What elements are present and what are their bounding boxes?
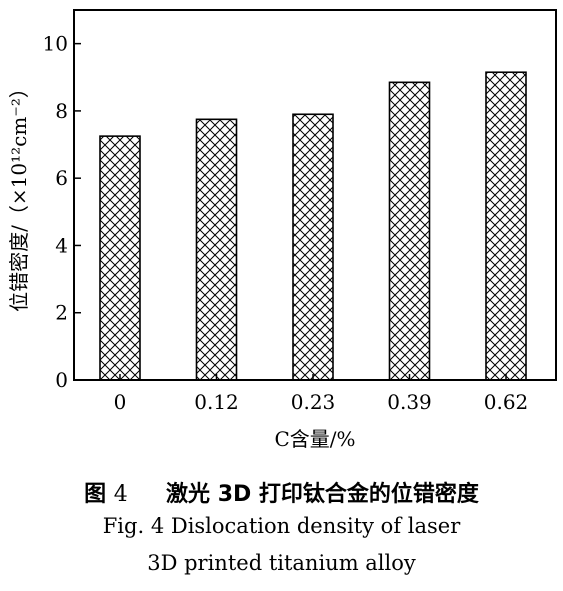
caption-cn-title: 激光 3D 打印钛合金的位错密度 [166,482,479,507]
x-tick-label: 0 [114,390,127,414]
y-axis-label: 位错密度/（×10¹²cm⁻²） [7,78,31,312]
x-axis: 0 0.12 0.23 0.39 0.62 [114,374,529,414]
y-tick-label: 0 [55,368,68,392]
bar-1 [195,118,238,381]
bar-chart: 0 2 4 6 8 10 0 0.12 0.23 0.39 0.62 位错密度/（×10¹²cm⁻… [7,9,557,451]
x-tick-label: 0.62 [484,390,529,414]
x-axis-label: C含量/% [274,427,355,451]
bar-2 [292,113,334,381]
y-axis: 0 2 4 6 8 10 [43,32,81,392]
figure-caption-english-line2: 3D printed titanium alloy [147,551,416,575]
x-tick-label: 0.23 [291,390,336,414]
bar-3 [388,81,431,381]
y-tick-label: 8 [55,99,68,123]
x-tick-label: 0.39 [387,390,432,414]
y-tick-label: 6 [55,166,68,190]
bar-0 [99,135,141,381]
figure-caption-english-line1: Fig. 4 Dislocation density of laser [102,514,461,538]
bar-4 [485,71,527,381]
plot-frame [73,9,557,381]
x-tick-label: 0.12 [194,390,239,414]
caption-cn-number: 4 [113,482,128,507]
bars-group [99,71,527,381]
caption-cn-label: 图 [84,482,107,507]
figure-caption-chinese: 图 4 激光 3D 打印钛合金的位错密度 [0,476,563,508]
y-tick-label: 4 [55,233,68,257]
y-tick-label: 10 [43,32,68,56]
y-tick-label: 2 [55,301,68,325]
